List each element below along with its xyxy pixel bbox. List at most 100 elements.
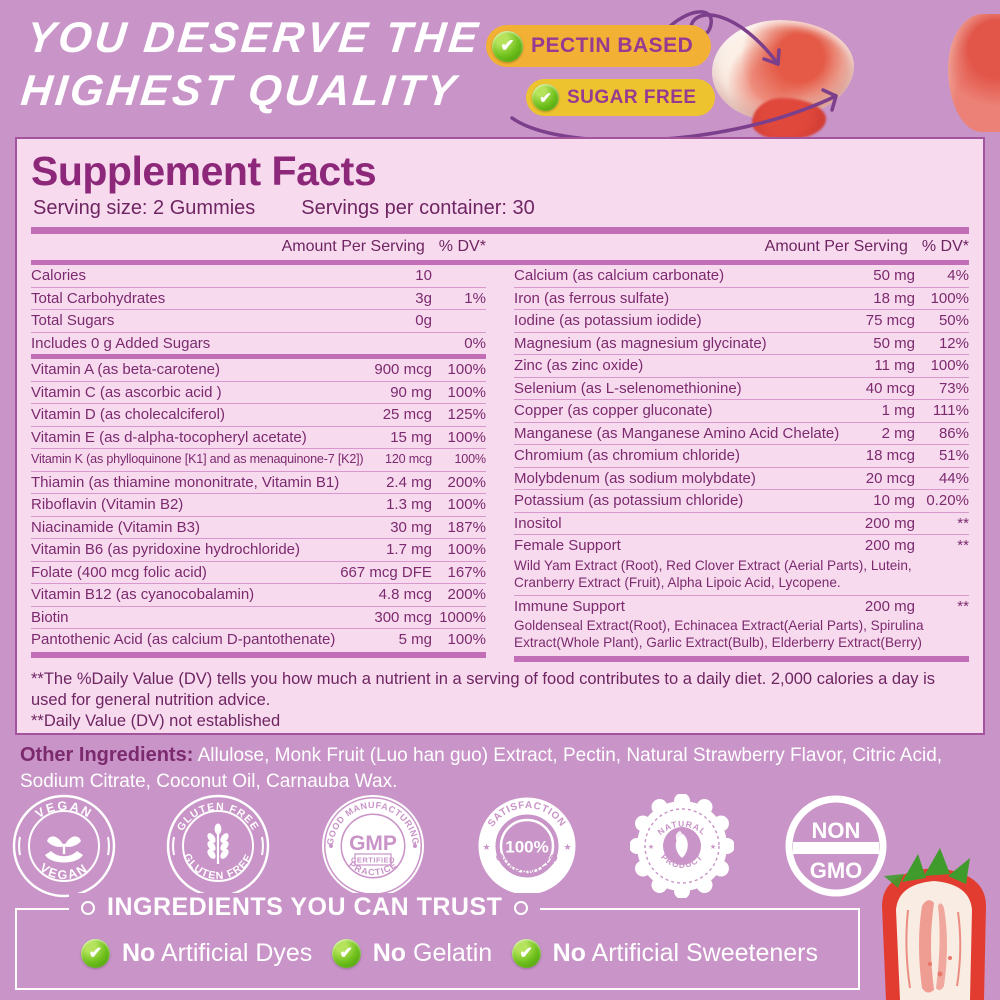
divider (31, 260, 969, 265)
trust-item-label: No Artificial Dyes (122, 938, 313, 967)
amount-header: Amount Per Serving (764, 238, 908, 255)
nutrient-name: Thiamin (as thiamine mononitrate, Vitami… (31, 473, 340, 491)
nutrient-amount: 1.3 mg (386, 496, 432, 513)
svg-text:VEGAN: VEGAN (37, 861, 91, 883)
nutrient-name: Manganese (as Manganese Amino Acid Chela… (514, 424, 840, 442)
nutrient-name: Vitamin D (as cholecalciferol) (31, 406, 225, 423)
nutrient-amount: 18 mg (873, 289, 915, 307)
nutrients-right-column: Calcium (as calcium carbonate) 50 mg 4% Iro… (514, 265, 969, 662)
nutrient-note: Wild Yam Extract (Root), Red Clover Extr… (514, 557, 912, 590)
nutrient-amount: 10 (415, 267, 432, 284)
servings-per-container: Servings per container: 30 (301, 197, 535, 219)
nutrient-dv: 100% (454, 452, 487, 466)
right-column-header: Amount Per Serving % DV* (514, 234, 969, 260)
table-row: Female Support 200 mg ** Wild Yam Extract (… (514, 534, 969, 595)
trust-item: ✔ No Gelatin (331, 938, 493, 968)
table-row: Molybdenum (as sodium molybdate) 20 mcg 44… (514, 466, 969, 490)
table-row: Vitamin D (as cholecalciferol) 25 mcg 125% (31, 403, 486, 426)
star-icon: ★ (647, 843, 653, 851)
divider (31, 227, 969, 234)
dv-header: % DV* (438, 238, 486, 255)
table-row: Vitamin A (as beta-carotene) 900 mcg 100% (31, 354, 486, 381)
check-icon: ✔ (532, 84, 559, 111)
trust-title: INGREDIENTS YOU CAN TRUST (107, 893, 503, 921)
nutrient-dv: 1% (464, 289, 486, 307)
tagline-line1: YOU DESERVE THE (24, 14, 483, 62)
star-icon: ★ (483, 842, 491, 852)
nutrient-amount: 200 mg (864, 514, 915, 532)
gummy-filling-image (752, 98, 826, 140)
nutrient-amount: 3g (415, 289, 432, 307)
ring-icon (514, 900, 529, 915)
nutrient-dv: 111% (932, 402, 969, 419)
other-ingredients-text: Allulose, Monk Fruit (Luo han guo) Extra… (20, 745, 943, 792)
serving-info: Serving size: 2 Gummies Servings per con… (33, 197, 969, 220)
nutrient-note: Goldenseal Extract(Root), Echinacea Extr… (514, 618, 924, 650)
other-ingredients: Other Ingredients: Allulose, Monk Fruit … (20, 742, 972, 795)
check-icon: ✔ (511, 938, 541, 968)
hand-leaf-icon (45, 836, 83, 863)
nutrient-name: Immune Support (514, 597, 625, 615)
nutrient-dv: ** (957, 514, 969, 532)
nutrient-dv: 100% (447, 496, 486, 513)
nutrients-left-column: Calories 10 Total Carbohydrates 3g 1% Total S… (31, 265, 486, 658)
nutrient-name: Vitamin B12 (as cyanocobalamin) (31, 586, 255, 603)
certification-seals: VEGAN VEGAN GLUTEN FREE GLUTEN FREE (12, 793, 888, 899)
table-row: Iodine (as potassium iodide) 75 mcg 50% (514, 309, 969, 332)
table-row: Inositol 200 mg ** (514, 511, 969, 535)
nutrient-dv: 100% (930, 357, 969, 374)
nutrient-name: Inositol (514, 514, 562, 532)
nutrient-dv: 100% (447, 383, 486, 401)
star-icon: ★ (564, 842, 572, 852)
nutrient-dv: 0% (464, 334, 486, 352)
strawberry-leaves (884, 848, 970, 888)
nutrient-dv: 4% (947, 267, 969, 284)
table-row: Vitamin B12 (as cyanocobalamin) 4.8 mcg 20… (31, 583, 486, 606)
trust-box: INGREDIENTS YOU CAN TRUST ✔ No Artificial… (15, 893, 860, 990)
strawberry-image (882, 848, 986, 1000)
table-row: Pantothenic Acid (as calcium D-pantothen… (31, 628, 486, 651)
nutrient-name: Includes 0 g Added Sugars (31, 334, 211, 352)
nutrient-amount: 50 mg (873, 267, 915, 284)
nutrient-dv: 100% (447, 361, 486, 378)
table-row: Folate (400 mcg folic acid) 667 mcg DFE 16… (31, 560, 486, 584)
nutrient-dv: 12% (938, 334, 969, 352)
satisfaction-guaranteed-seal: SATISFACTION GUARANTEED ★ ★ 100% (478, 797, 576, 895)
nutrient-name: Calcium (as calcium carbonate) (514, 267, 725, 284)
pectin-based-badge: ✔ PECTIN BASED (486, 25, 712, 67)
seal-bottom-text: VEGAN (37, 861, 89, 883)
amount-header: Amount Per Serving (281, 238, 425, 255)
table-row: Niacinamide (Vitamin B3) 30 mg 187% (31, 515, 486, 539)
nutrient-amount: 11 mg (874, 357, 915, 374)
nutrient-amount: 1 mg (881, 402, 915, 419)
nutrient-amount: 90 mg (390, 383, 432, 401)
nutrient-amount: 75 mcg (865, 312, 915, 329)
gluten-free-seal: GLUTEN FREE GLUTEN FREE (167, 794, 270, 898)
trust-item-label: No Gelatin (372, 938, 493, 967)
nutrient-dv: 100% (447, 631, 486, 648)
nutrient-amount: 667 mcg DFE (340, 563, 432, 581)
table-row: Immune Support 200 mg ** Goldenseal Extract… (514, 594, 969, 656)
tagline-line2: HIGHEST QUALITY (18, 67, 461, 115)
nutrient-dv: 86% (938, 424, 969, 442)
tagline: YOU DESERVE THE HIGHEST QUALITY (18, 12, 483, 118)
table-row: Calories 10 (31, 265, 486, 287)
nutrient-name: Vitamin C (as ascorbic acid ) (31, 383, 222, 401)
gummy-image-edge (948, 14, 1000, 132)
check-icon: ✔ (492, 30, 523, 62)
nutrient-amount: 2.4 mg (386, 473, 432, 491)
band (792, 842, 879, 854)
vegan-seal: VEGAN VEGAN (12, 794, 116, 898)
nutrient-name: Molybdenum (as sodium molybdate) (514, 469, 756, 487)
check-icon: ✔ (331, 938, 361, 968)
seal-center-text: NON (812, 818, 861, 843)
seal-center-text: GMP (349, 832, 397, 855)
dv-footnotes: **The %Daily Value (DV) tells you how mu… (31, 669, 969, 732)
check-icon: ✔ (81, 938, 110, 968)
nutrient-dv: 1000% (439, 608, 486, 626)
nutrient-amount: 900 mcg (374, 361, 432, 378)
nutrient-amount: 2 mg (881, 424, 915, 442)
table-row: Vitamin K (as phylloquinone [K1] and as … (31, 448, 486, 471)
table-row: Calcium (as calcium carbonate) 50 mg 4% (514, 265, 969, 287)
column-headers: Amount Per Serving % DV* Amount Per Serv… (31, 234, 969, 260)
